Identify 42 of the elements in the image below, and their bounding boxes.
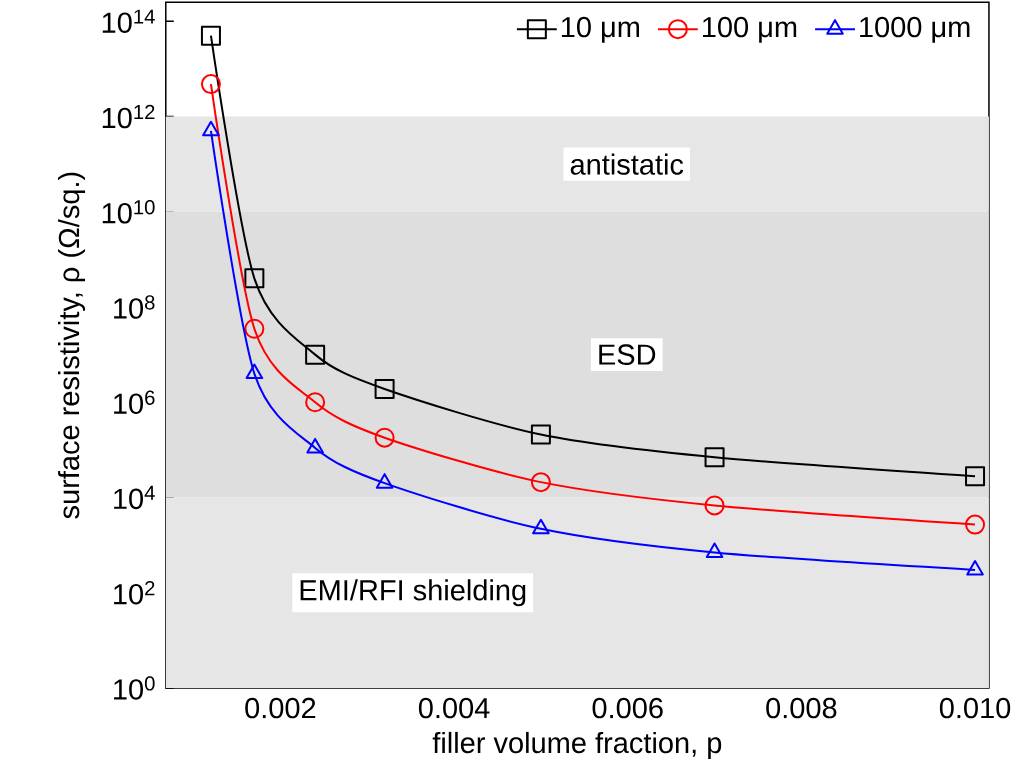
- y-axis-title: surface resistivity, ρ (Ω/sq.): [58, 172, 86, 519]
- legend-label: 1000 μm: [860, 17, 970, 43]
- point: [244, 318, 265, 339]
- point: [244, 268, 265, 289]
- x-tick-label: 0.010: [939, 698, 1011, 719]
- y-tick-label: 10$^{0}$: [114, 676, 155, 700]
- band-label: ESD: [599, 344, 656, 366]
- legend-label: 10 μm: [561, 17, 639, 43]
- point: [966, 560, 984, 576]
- point: [530, 472, 551, 493]
- point: [374, 379, 395, 400]
- y-tick-label: 10$^{8}$: [114, 295, 155, 319]
- point: [965, 514, 986, 535]
- x-tick-label: 0.002: [245, 698, 316, 719]
- band-label: EMI/RFI shielding: [300, 579, 526, 607]
- point: [305, 392, 326, 413]
- legend-label: 100 μm: [703, 17, 797, 43]
- band-label: antistatic: [570, 153, 684, 176]
- point: [306, 438, 324, 454]
- point: [704, 495, 725, 516]
- point: [965, 466, 986, 487]
- point: [200, 25, 221, 46]
- x-tick-label: 0.004: [418, 698, 490, 719]
- point: [704, 447, 725, 468]
- point: [374, 427, 395, 448]
- point: [705, 542, 724, 559]
- y-tick-label: 10$^{6}$: [114, 390, 155, 415]
- x-tick-label: 0.008: [766, 698, 837, 719]
- x-tick-label: 0.006: [592, 698, 663, 719]
- y-tick-label: 10$^{14}$: [102, 9, 155, 34]
- y-tick-label: 10$^{2}$: [114, 581, 155, 605]
- point: [245, 363, 264, 380]
- point: [200, 74, 221, 95]
- point: [375, 473, 394, 489]
- y-tick-label: 10$^{4}$: [114, 486, 155, 510]
- x-axis-title: filler volume fraction, p: [432, 732, 722, 760]
- point: [530, 424, 551, 445]
- point: [532, 519, 550, 535]
- y-tick-label: 10$^{12}$: [102, 104, 155, 129]
- point: [305, 344, 326, 365]
- y-tick-label: 10$^{10}$: [102, 200, 155, 224]
- point: [202, 121, 220, 137]
